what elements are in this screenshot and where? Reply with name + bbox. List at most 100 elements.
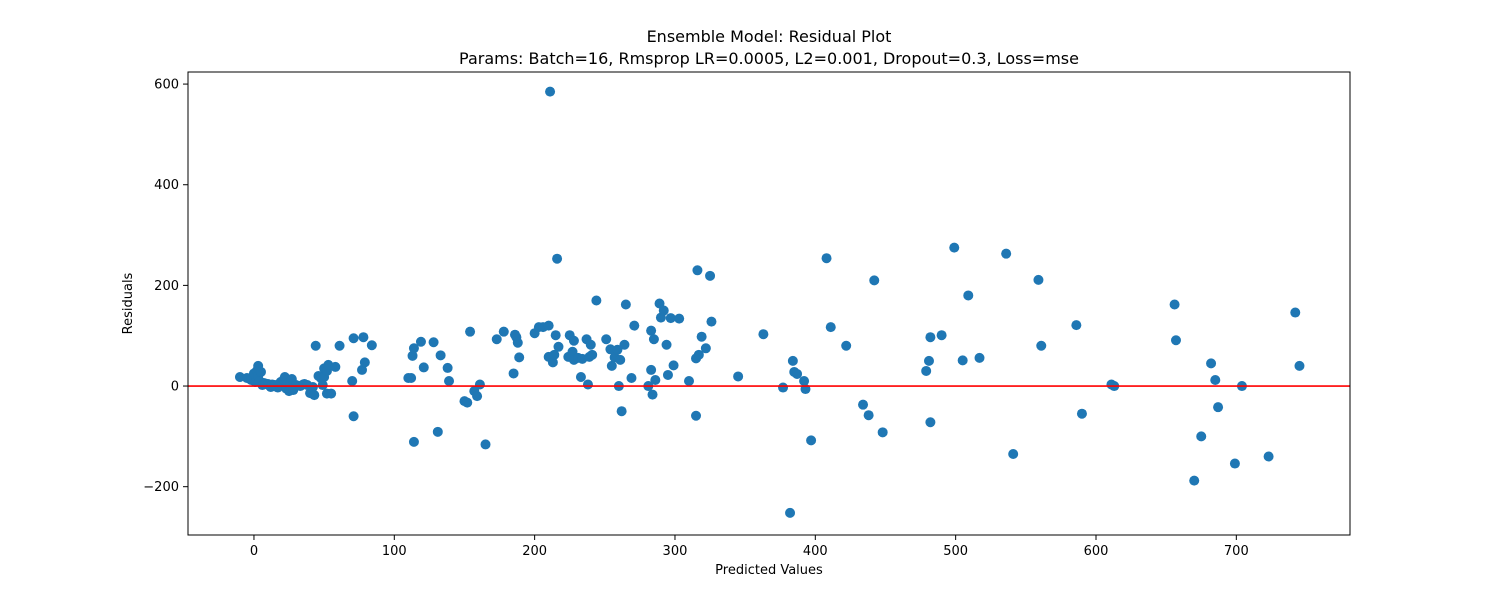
data-point (821, 253, 832, 264)
data-point (307, 382, 318, 393)
data-point (692, 265, 703, 276)
data-point (863, 410, 874, 421)
data-point (1263, 451, 1274, 462)
data-point (799, 376, 810, 386)
data-point (925, 332, 936, 343)
data-point (806, 435, 817, 446)
data-point (330, 361, 341, 372)
data-point (550, 330, 561, 341)
x-axis-ticks: 0 100 200 300 400 500 600 700 (250, 535, 1249, 559)
data-point (334, 340, 345, 351)
data-point (408, 436, 419, 447)
data-point (366, 340, 377, 351)
data-point (693, 349, 704, 360)
data-point (547, 357, 558, 368)
data-point (498, 326, 509, 337)
chart-title: Ensemble Model: Residual Plot (647, 27, 892, 46)
x-tick-label: 200 (522, 544, 547, 559)
data-point (348, 333, 359, 344)
data-point (1008, 448, 1019, 459)
data-point (310, 340, 321, 351)
data-point (359, 357, 370, 368)
data-point (1196, 431, 1207, 442)
data-point (658, 305, 669, 316)
data-point (480, 439, 491, 450)
data-point (514, 352, 525, 363)
data-point (582, 379, 593, 390)
data-point (348, 411, 359, 422)
x-axis-label: Predicted Values (715, 563, 823, 578)
data-point (1213, 402, 1224, 413)
data-point (415, 336, 426, 347)
data-point (620, 299, 631, 310)
data-point (957, 355, 968, 366)
data-point (733, 371, 744, 382)
data-point (921, 365, 932, 376)
data-point (545, 86, 556, 97)
data-point (606, 360, 617, 371)
data-point (696, 331, 707, 342)
data-point (923, 355, 934, 366)
data-point (877, 427, 888, 438)
data-point (585, 339, 596, 350)
data-point (665, 313, 676, 324)
data-point (949, 242, 960, 253)
data-point (435, 350, 446, 361)
data-point (347, 376, 358, 386)
chart-subtitle: Params: Batch=16, Rmsprop LR=0.0005, L2=… (459, 49, 1079, 68)
data-point (408, 343, 419, 354)
x-tick-label: 700 (1224, 544, 1249, 559)
data-point (432, 426, 443, 437)
data-point (925, 417, 936, 428)
data-point (650, 375, 661, 385)
data-point (1290, 307, 1301, 318)
data-point (1189, 475, 1200, 486)
data-point (326, 388, 337, 399)
data-point (792, 368, 803, 379)
y-tick-label: 600 (154, 78, 179, 93)
data-point (255, 366, 266, 377)
x-tick-label: 100 (382, 544, 407, 559)
data-point (963, 290, 974, 301)
x-tick-label: 300 (663, 544, 688, 559)
data-point (549, 349, 560, 360)
data-point (616, 406, 627, 417)
data-point (418, 362, 429, 373)
data-point (858, 399, 869, 410)
data-point (646, 364, 657, 375)
data-point (825, 322, 836, 333)
data-point (684, 376, 695, 386)
y-axis-label: Residuals (121, 272, 136, 334)
data-point (543, 320, 554, 331)
data-point (612, 344, 623, 355)
data-point (309, 390, 320, 401)
data-point (512, 337, 523, 348)
data-point (317, 380, 328, 391)
data-point (787, 355, 798, 366)
x-tick-label: 600 (1084, 544, 1109, 559)
data-point (462, 397, 473, 408)
data-point (407, 350, 418, 361)
x-tick-label: 500 (943, 544, 968, 559)
data-point (869, 275, 880, 286)
data-point (974, 352, 985, 363)
data-point (552, 253, 563, 264)
data-point (406, 372, 417, 383)
data-point (841, 340, 852, 351)
data-point (568, 335, 579, 346)
data-point (668, 360, 679, 371)
data-point (472, 391, 483, 402)
y-tick-label: 200 (154, 279, 179, 294)
data-point (758, 329, 769, 340)
plot-marks (234, 86, 1305, 518)
data-point (1001, 248, 1012, 259)
data-point (619, 339, 630, 350)
data-point (647, 389, 658, 400)
data-point (674, 313, 685, 324)
data-point (705, 270, 716, 281)
data-point (629, 320, 640, 331)
data-point (936, 330, 947, 341)
data-point (474, 379, 485, 390)
data-point (1229, 458, 1240, 469)
